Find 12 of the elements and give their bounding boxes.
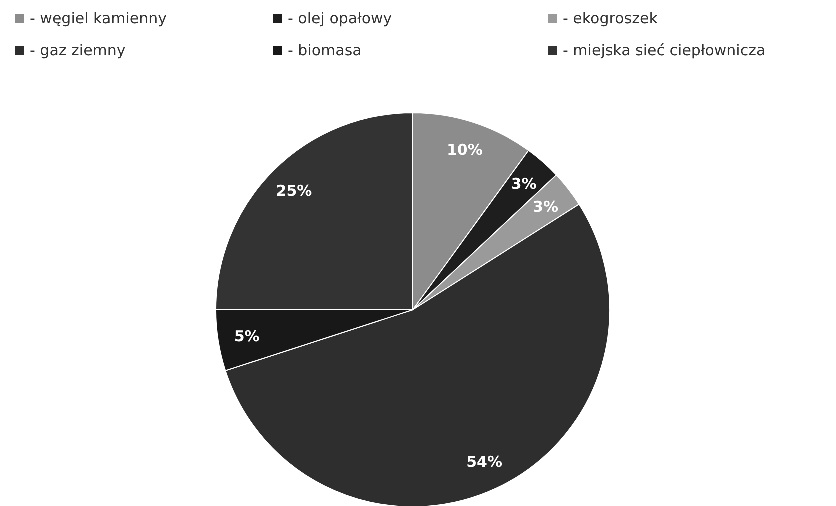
data-label: 10% xyxy=(446,141,483,160)
legend-label: - ekogroszek xyxy=(563,10,658,28)
legend-label: - węgiel kamienny xyxy=(30,10,168,28)
data-label: 25% xyxy=(276,182,312,200)
legend-label: - biomasa xyxy=(288,42,362,60)
legend-label: - gaz ziemny xyxy=(30,42,126,60)
data-label: 54% xyxy=(466,453,502,472)
data-label: 3% xyxy=(511,174,537,193)
legend-label: - miejska sieć ciepłownicza xyxy=(563,42,766,60)
legend-label: - olej opałowy xyxy=(288,10,392,28)
data-label: 5% xyxy=(234,327,260,346)
data-label: 3% xyxy=(533,198,558,216)
